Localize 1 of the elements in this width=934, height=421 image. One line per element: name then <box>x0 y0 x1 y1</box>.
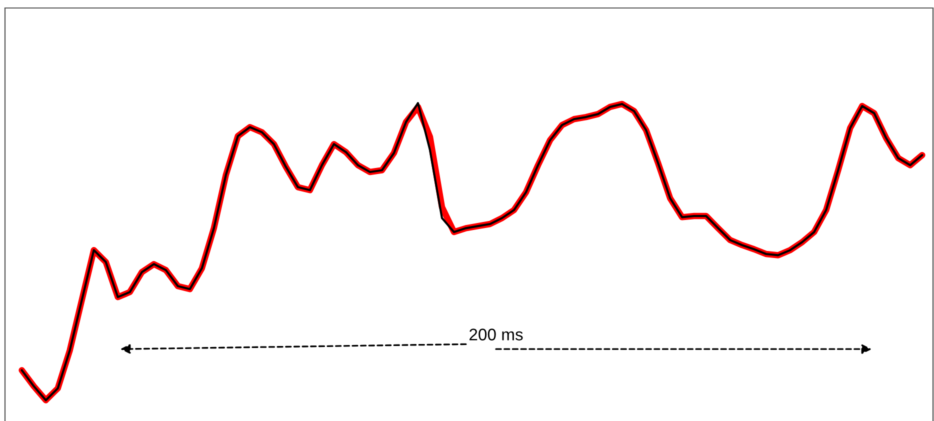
annotation: 200 ms <box>470 328 523 340</box>
